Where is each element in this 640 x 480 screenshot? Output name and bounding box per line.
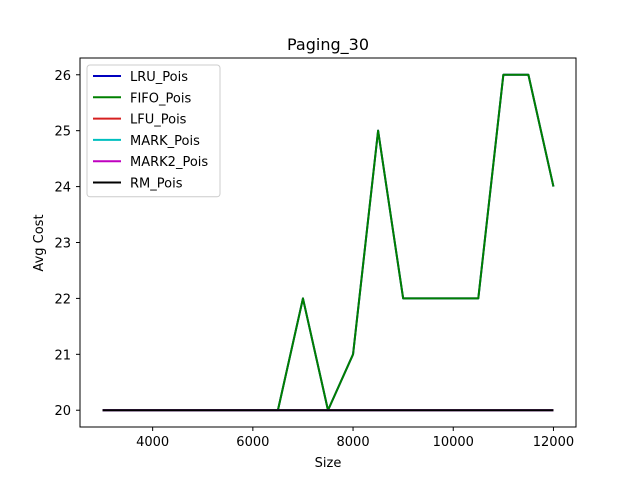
- x-tick-label: 12000: [533, 435, 574, 450]
- legend-label: LRU_Pois: [130, 70, 188, 85]
- y-tick-label: 26: [54, 69, 71, 84]
- legend-label: MARK2_Pois: [130, 155, 208, 170]
- plot-area: [102, 73, 555, 412]
- legend-label: FIFO_Pois: [130, 91, 191, 106]
- legend: LRU_Pois FIFO_Pois LFU_Pois MARK_Pois MARK2_…: [86, 64, 221, 198]
- y-tick-label: 21: [54, 348, 71, 363]
- legend-label: RM_Pois: [130, 177, 183, 192]
- axes: 4000 6000 8000 10000 12000 20 21 22 23 24 25 26: [54, 57, 577, 450]
- y-tick-label: 20: [54, 404, 71, 419]
- y-tick-label: 24: [54, 181, 71, 196]
- x-tick-label: 4000: [136, 435, 169, 450]
- legend-label: LFU_Pois: [130, 113, 187, 128]
- chart-title: Paging_30: [287, 35, 369, 55]
- x-axis-label: Size: [315, 456, 342, 471]
- legend-label: MARK_Pois: [130, 134, 200, 149]
- x-tick-label: 10000: [433, 435, 474, 450]
- y-tick-label: 22: [54, 292, 71, 307]
- x-tick-label: 8000: [337, 435, 370, 450]
- y-tick-label: 23: [54, 237, 71, 252]
- y-tick-label: 25: [54, 125, 71, 140]
- x-tick-label: 6000: [236, 435, 269, 450]
- y-axis-label: Avg Cost: [32, 214, 47, 271]
